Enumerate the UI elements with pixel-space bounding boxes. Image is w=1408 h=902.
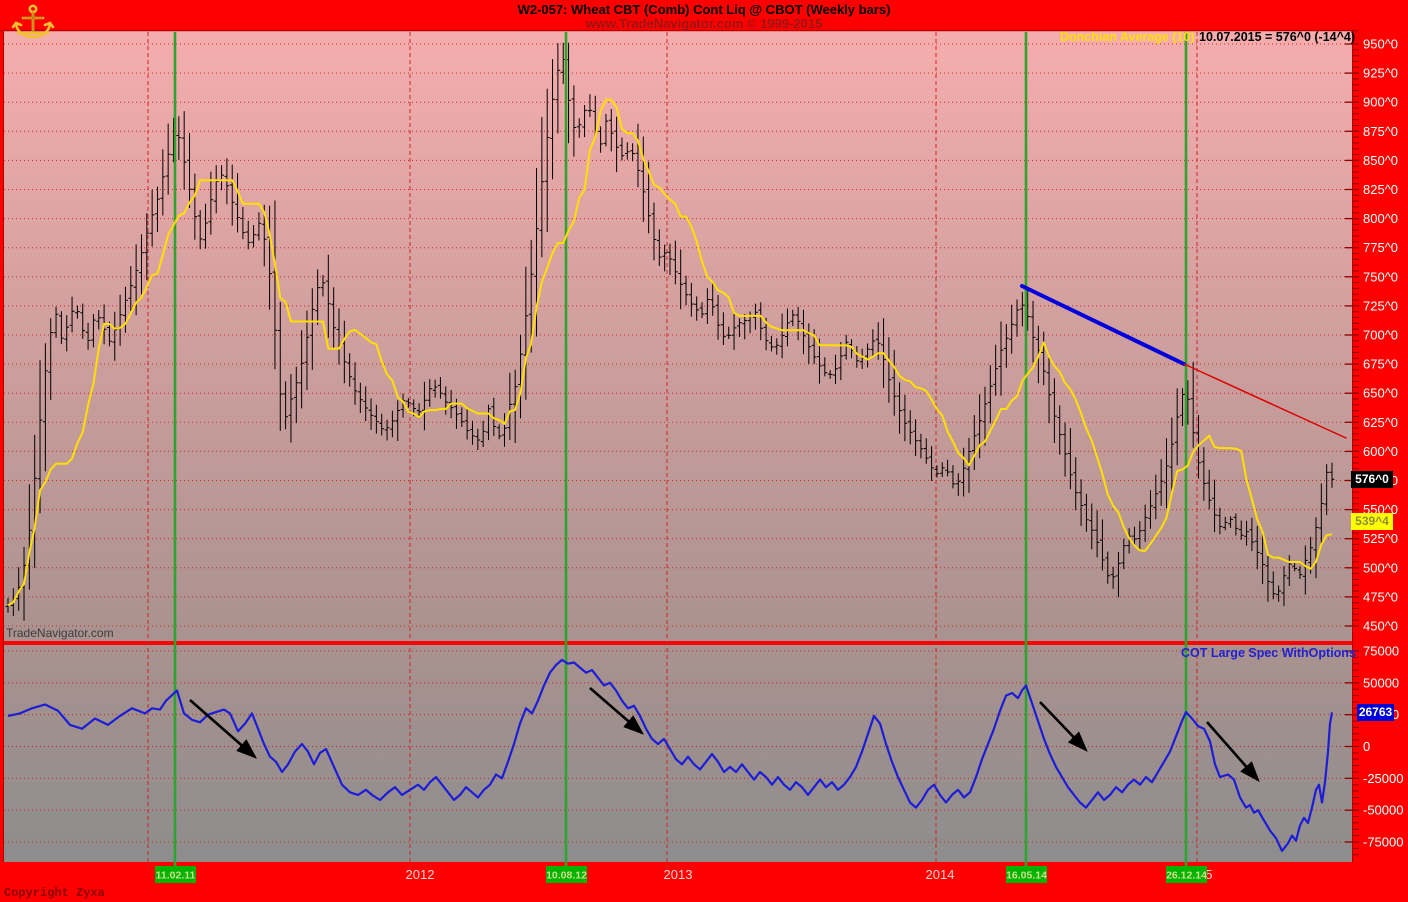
donchian-value-axis-badge: 539^4 [1351,513,1393,530]
anchor-logo-icon [11,4,55,39]
annotation-arrow[interactable] [189,699,257,759]
axis-label: 925^0 [1363,66,1398,81]
axis-label: 75000 [1363,644,1399,659]
last-price-axis-badge: 576^0 [1351,471,1393,488]
copyright-text: Copyright Zyxa [4,886,105,900]
annotation-arrow[interactable] [589,687,644,735]
cot-series-label: COT Large Spec WithOptions [1181,646,1356,660]
cot-panel-bg [4,645,1352,862]
annotation-arrow[interactable] [1039,701,1088,752]
axis-label: 750^0 [1363,269,1398,284]
axis-label: 875^0 [1363,124,1398,139]
event-date-box [155,866,196,883]
axis-label: 825^0 [1363,182,1398,197]
axis-label: 850^0 [1363,153,1398,168]
axis-label: -75000 [1363,835,1403,850]
axis-label: 675^0 [1363,357,1398,372]
year-axis-label: 2012 [406,867,435,882]
axis-label: 900^0 [1363,95,1398,110]
event-date-label: 26.12.14 [1166,870,1207,882]
axis-label: 700^0 [1363,328,1398,343]
annotation-arrow[interactable] [1206,721,1260,782]
axis-label: 650^0 [1363,386,1398,401]
year-axis-label: 2013 [664,867,693,882]
axis-label: 950^0 [1363,37,1398,52]
red-trendline[interactable] [1183,363,1347,439]
year-axis-label: 2014 [926,867,955,882]
watermark-text: TradeNavigator.com [6,626,114,640]
axis-label: 450^0 [1363,619,1398,634]
event-date-label: 10.08.12 [546,870,587,882]
axis-label: 475^0 [1363,589,1398,604]
donchian-average-label: Donchian Average (10) [1060,30,1195,44]
axis-label: 525^0 [1363,531,1398,546]
axis-label: 50000 [1363,675,1399,690]
axis-label: -25000 [1363,771,1403,786]
axis-label: 600^0 [1363,444,1398,459]
event-date-box [1166,866,1207,883]
axis-label: 0 [1363,739,1370,754]
cot-line [7,658,1334,853]
chart-subtitle: www.TradeNavigator.com © 1999-2015 [585,16,823,31]
event-date-label: 11.02.11 [156,870,196,882]
chart-title: W2-057: Wheat CBT (Comb) Cont Liq @ CBOT… [517,2,891,17]
axis-label: 800^0 [1363,211,1398,226]
donchian-average-line [7,98,1333,607]
event-date-label: 16.05.14 [1006,870,1047,882]
price-panel-bg [4,31,1352,641]
axis-label: 500^0 [1363,560,1398,575]
blue-trendline[interactable] [1020,284,1186,366]
axis-label: 725^0 [1363,298,1398,313]
axis-label: 625^0 [1363,415,1398,430]
event-date-box [546,866,587,883]
last-quote-info: 10.07.2015 = 576^0 (-14^4) [1199,30,1356,44]
cot-value-axis-badge: 26763 [1357,704,1394,721]
axis-label: -50000 [1363,803,1403,818]
axis-label: 775^0 [1363,240,1398,255]
event-date-box [1006,866,1047,883]
